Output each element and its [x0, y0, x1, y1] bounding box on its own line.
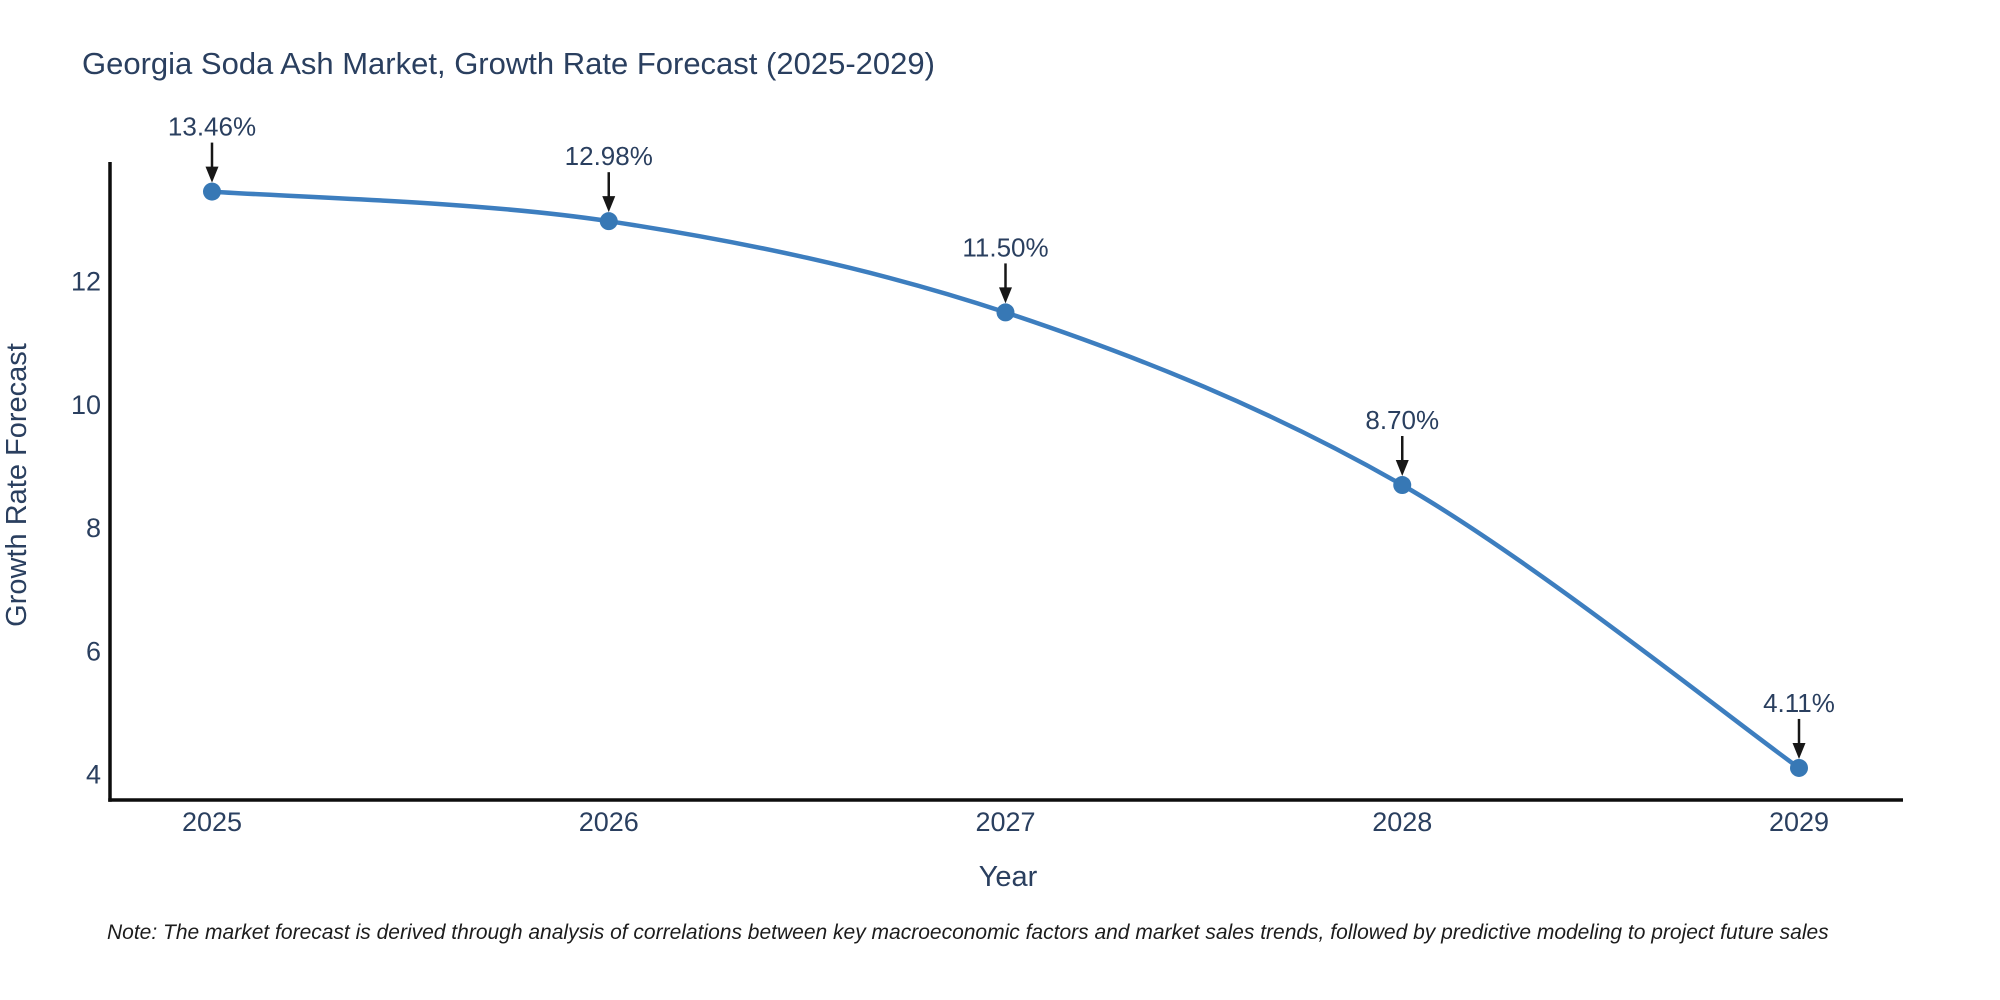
- y-axis-title: Growth Rate Forecast: [1, 343, 33, 627]
- x-tick-label: 2028: [1372, 807, 1432, 837]
- y-tick-label: 4: [86, 760, 101, 790]
- data-point-label: 12.98%: [565, 141, 653, 171]
- data-point-label: 4.11%: [1763, 688, 1835, 718]
- data-point-marker: [1393, 476, 1412, 495]
- series-line: [209, 189, 1802, 771]
- y-tick-label: 12: [71, 267, 101, 297]
- data-point-label: 13.46%: [168, 112, 256, 142]
- data-point-label: 11.50%: [962, 232, 1048, 262]
- y-tick-label: 8: [86, 513, 101, 543]
- x-tick-label: 2029: [1769, 807, 1829, 837]
- annotation-arrow-head: [205, 166, 219, 183]
- x-axis-title: Year: [979, 861, 1038, 893]
- annotation-arrow-head: [999, 287, 1012, 304]
- annotation-arrow-head: [1792, 742, 1806, 759]
- data-point-label: 8.70%: [1365, 405, 1439, 435]
- chart-title: Georgia Soda Ash Market, Growth Rate For…: [82, 46, 935, 81]
- x-tick-label: 2027: [975, 807, 1035, 837]
- annotation-arrow-head: [602, 196, 616, 213]
- data-point-marker: [203, 182, 221, 201]
- y-tick-label: 6: [86, 636, 101, 666]
- y-tick-label: 10: [71, 390, 101, 420]
- x-tick-label: 2025: [182, 807, 242, 837]
- data-point-marker: [599, 212, 618, 231]
- x-tick-label: 2026: [579, 807, 639, 837]
- footnote: Note: The market forecast is derived thr…: [107, 921, 1829, 944]
- data-point-marker: [996, 303, 1015, 322]
- annotation-arrow-head: [1395, 460, 1409, 477]
- data-point-marker: [1790, 758, 1808, 777]
